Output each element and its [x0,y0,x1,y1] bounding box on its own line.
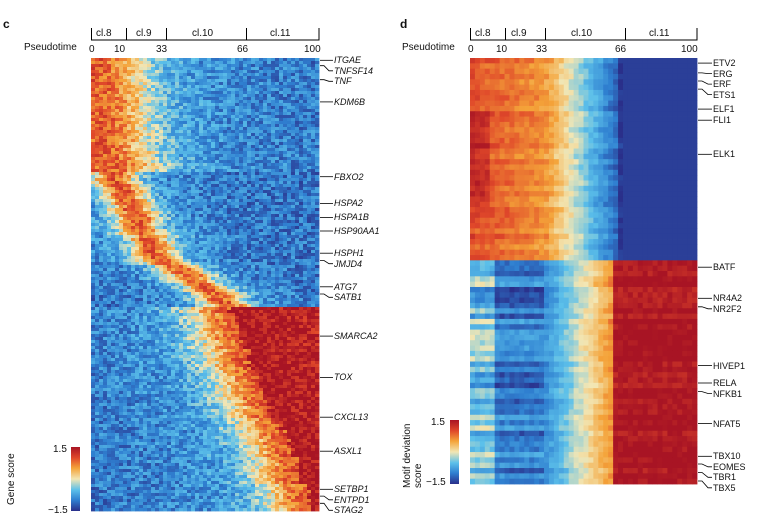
tick-label-c-10: 10 [114,44,126,55]
gene-label-cxcl13: CXCL13 [334,412,369,423]
gene-label-hspa2: HSPA2 [334,198,363,209]
gene-label-tnfsf14-leader [320,65,333,72]
panel-d-letter: d [400,17,408,31]
motif-label-fli1: FLI1 [713,115,732,126]
motif-label-nr2f2-leader [698,306,712,310]
gene-score-title: Gene score [6,453,17,505]
motif-label-ets1: ETS1 [713,89,736,100]
cluster-label-d-cl11: cl.11 [649,28,670,39]
cluster-label-c-cl10: cl.10 [192,28,214,39]
motif-label-elf1: ELF1 [713,104,735,115]
motif-label-tbr1: TBR1 [713,472,737,483]
motif-deviation-heatmap [470,58,698,485]
gene-label-satb1: SATB1 [334,292,362,303]
gene-label-stag2: STAG2 [334,505,363,516]
pseudotime-label-d: Pseudotime [402,42,455,53]
motif-label-tbx5: TBX5 [713,482,736,493]
motif-score-title: Motif deviation score [402,423,424,488]
gene-label-tnf-leader [320,79,333,82]
tick-label-c-100: 100 [304,44,321,55]
gene-label-itgae: ITGAE [334,55,362,66]
tick-label-c-66: 66 [237,44,249,55]
motif-label-erf: ERF [713,79,731,90]
tick-label-d-33: 33 [536,44,548,55]
motif-label-leaders [698,62,712,489]
gene-label-tnf: TNF [334,76,352,87]
motif-label-eomes-leader [698,463,712,468]
motif-label-nfkb1: NFKB1 [713,388,743,399]
motif-label-elk1: ELK1 [713,149,736,160]
motif-label-batf: BATF [713,262,736,273]
gene-label-kdm6b: KDM6B [334,96,366,107]
gene-label-asxl1: ASXL1 [334,446,363,457]
pseudotime-label-c: Pseudotime [24,42,77,53]
motif-label-erg: ERG [713,68,733,79]
gene-label-setbp1: SETBP1 [334,484,369,495]
cluster-label-d-cl10: cl.10 [571,28,593,39]
gene-label-fbxo2: FBXO2 [334,171,364,182]
panel-c-letter: c [3,17,10,31]
cluster-label-d-cl8: cl.8 [475,28,491,39]
gene-score-heatmap [91,58,320,512]
motif-label-erg-leader [698,72,712,74]
cluster-label-d-cl9: cl.9 [511,28,527,39]
gene-label-hsp90aa1: HSP90AA1 [334,226,380,237]
gene-label-stag2-leader [320,502,333,511]
gene-label-jmjd4: JMJD4 [334,258,363,269]
cluster-brackets-d [470,28,698,41]
cluster-label-c-cl11: cl.11 [270,28,291,39]
gene-score-colorbar [71,447,80,511]
gene-label-atg7: ATG7 [334,281,357,292]
cluster-brackets-c [91,28,320,41]
gene-label-satb1-leader [320,293,333,298]
gene-label-hsph1: HSPH1 [334,248,365,259]
motif-label-hivep1: HIVEP1 [713,360,746,371]
gene-label-entpd1: ENTPD1 [334,494,370,505]
gene-label-jmjd4-leader [320,260,333,265]
gene-label-entpd1-leader [320,495,333,501]
motif-label-nfat5: NFAT5 [713,418,741,429]
motif-label-nfkb1-leader [698,391,712,394]
motif-label-nr4a2: NR4A2 [713,293,743,304]
motif-label-erf-leader [698,80,712,85]
motif-label-tbx5-leader [698,480,712,489]
cluster-label-c-cl8: cl.8 [96,28,112,39]
motif-label-eomes: EOMES [713,461,746,472]
gene-label-smarca2: SMARCA2 [334,331,378,342]
tick-label-c-0: 0 [89,44,95,55]
motif-label-tbx10: TBX10 [713,451,741,462]
motif-score-min: −1.5 [426,477,446,488]
motif-score-colorbar [450,420,459,484]
tick-label-d-0: 0 [468,44,474,55]
cluster-label-c-cl9: cl.9 [136,28,152,39]
gene-label-tox: TOX [334,372,353,383]
tick-label-d-66: 66 [615,44,627,55]
gene-score-max: 1.5 [53,444,67,455]
gene-score-min: −1.5 [48,505,68,516]
motif-score-max: 1.5 [431,417,445,428]
motif-label-rela: RELA [713,378,737,389]
motif-label-tbr1-leader [698,472,712,478]
motif-label-ets1-leader [698,88,712,95]
tick-label-c-33: 33 [156,44,168,55]
gene-label-tnfsf14: TNFSF14 [334,65,374,76]
tick-label-d-100: 100 [681,44,698,55]
motif-label-nr2f2: NR2F2 [713,303,742,314]
motif-label-etv2: ETV2 [713,58,736,69]
gene-label-hspa1b: HSPA1B [334,212,369,223]
tick-label-d-10: 10 [496,44,508,55]
gene-label-leaders [320,59,333,511]
